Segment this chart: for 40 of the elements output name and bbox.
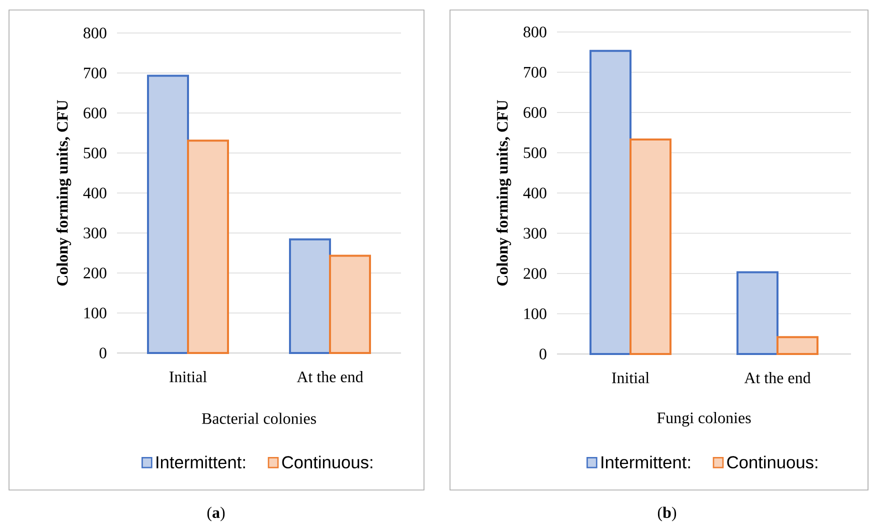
x-tick-label: Initial [612,372,650,384]
legend-label: Intermittent: [602,456,690,468]
legend-label: Continuous: [282,456,372,468]
bar [329,254,371,354]
y-tick-label: 200 [84,268,106,278]
x-tick-label: At the end [296,371,364,382]
bar [147,74,190,354]
y-tick-label: 800 [84,28,106,38]
y-tick-label: 400 [523,188,546,198]
y-tick-label: 500 [524,147,546,158]
bar [776,336,818,355]
y-axis-title: Colony forming units, CFU [496,100,512,286]
y-tick-label: 300 [84,228,106,238]
bar [289,238,332,354]
text: (a) [207,506,225,522]
y-tick-label: 300 [524,228,546,239]
legend-label: Intermittent: [156,456,245,468]
y-tick-label: 600 [84,108,106,118]
bar [590,50,632,355]
text: (b) [658,506,676,522]
bar [736,271,778,355]
y-tick-label: 0 [100,348,106,358]
bar [629,138,672,355]
y-tick-label: 500 [84,148,106,158]
y-tick-label: 700 [84,68,106,78]
y-tick-label: 800 [524,26,546,38]
x-tick-label: At the end [744,372,811,384]
bar [187,140,230,354]
x-axis-title: Fungi colonies [657,412,751,427]
x-axis-title: Bacterial colonies [202,412,316,424]
y-tick-label: 200 [524,268,546,279]
y-tick-label: 700 [524,66,546,78]
x-tick-label: Initial [169,371,207,382]
y-tick-label: 400 [83,188,106,198]
y-tick-label: 100 [84,308,106,318]
legend-label: Continuous: [727,456,818,468]
y-tick-label: 0 [540,348,546,360]
y-tick-label: 100 [524,308,546,320]
y-axis-title: Colony forming units, CFU [56,100,72,286]
y-tick-label: 600 [524,107,546,118]
